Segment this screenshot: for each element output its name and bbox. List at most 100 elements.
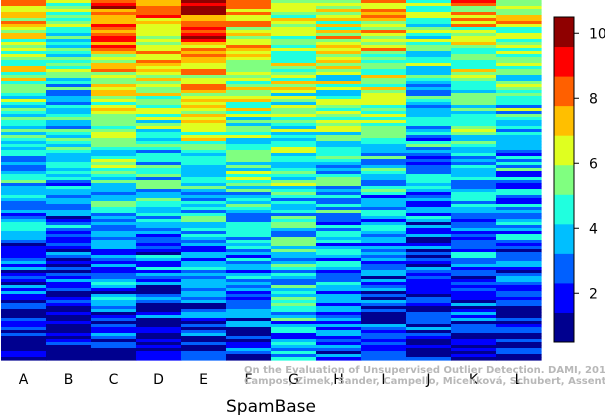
heatmap-cell xyxy=(226,213,272,217)
heatmap-cell xyxy=(361,336,407,340)
heatmap-cell xyxy=(271,30,317,34)
heatmap-cell xyxy=(136,60,182,64)
heatmap-cell xyxy=(496,36,542,40)
heatmap-cell xyxy=(316,21,362,25)
heatmap-cell xyxy=(361,93,407,97)
heatmap-cell xyxy=(46,87,92,91)
heatmap-cell xyxy=(91,279,137,283)
heatmap-cell xyxy=(136,210,182,214)
heatmap-cell xyxy=(406,0,452,4)
heatmap-cell xyxy=(91,135,137,139)
heatmap-cell xyxy=(181,168,227,172)
heatmap-cell xyxy=(181,159,227,163)
heatmap-cell xyxy=(136,204,182,208)
heatmap-cell xyxy=(451,126,497,130)
heatmap-cell xyxy=(316,111,362,115)
heatmap-cell xyxy=(1,219,47,223)
heatmap-cell xyxy=(271,24,317,28)
heatmap-cell xyxy=(361,189,407,193)
heatmap-cell xyxy=(226,114,272,118)
heatmap-cell xyxy=(226,57,272,61)
heatmap-cell xyxy=(316,147,362,151)
heatmap-cell xyxy=(406,198,452,202)
heatmap-cell xyxy=(181,153,227,157)
heatmap-cell xyxy=(91,207,137,211)
heatmap-cell xyxy=(1,243,47,247)
heatmap-cell xyxy=(1,300,47,304)
heatmap-cell xyxy=(406,15,452,19)
heatmap-cell xyxy=(226,183,272,187)
heatmap-cell xyxy=(181,24,227,28)
heatmap-cell xyxy=(91,270,137,274)
heatmap-cell xyxy=(46,120,92,124)
heatmap-cell xyxy=(271,0,317,4)
heatmap-cell xyxy=(136,66,182,70)
heatmap-cell xyxy=(406,63,452,67)
heatmap-cell xyxy=(181,75,227,79)
heatmap-cell xyxy=(271,192,317,196)
heatmap-cell xyxy=(361,327,407,331)
heatmap-cell xyxy=(46,261,92,265)
heatmap-cell xyxy=(46,147,92,151)
heatmap-cell xyxy=(271,114,317,118)
heatmap-cell xyxy=(271,120,317,124)
heatmap-cell xyxy=(46,276,92,280)
heatmap-cell xyxy=(136,24,182,28)
heatmap-cell xyxy=(91,42,137,46)
heatmap-cell xyxy=(91,246,137,250)
heatmap-cell xyxy=(406,102,452,106)
heatmap-cell xyxy=(271,249,317,253)
heatmap-cell xyxy=(91,24,137,28)
heatmap-cell xyxy=(451,114,497,118)
heatmap-cell xyxy=(1,204,47,208)
heatmap-cell xyxy=(46,78,92,82)
heatmap-cell xyxy=(1,3,47,7)
heatmap-cell xyxy=(136,27,182,31)
heatmap-cell xyxy=(136,258,182,262)
heatmap-cell xyxy=(46,168,92,172)
heatmap-cell xyxy=(181,258,227,262)
heatmap-cell xyxy=(226,48,272,52)
heatmap-cell xyxy=(361,36,407,40)
heatmap-cell xyxy=(316,48,362,52)
heatmap-cell xyxy=(316,135,362,139)
heatmap-cell xyxy=(316,54,362,58)
heatmap-cell xyxy=(181,174,227,178)
heatmap-cell xyxy=(406,270,452,274)
heatmap-cell xyxy=(406,150,452,154)
heatmap-cell xyxy=(46,48,92,52)
heatmap-cell xyxy=(1,69,47,73)
colorbar-tick-labels: 2 4 6 8 10 xyxy=(574,26,605,302)
heatmap-cell xyxy=(316,276,362,280)
heatmap-cell xyxy=(91,111,137,115)
heatmap-cell xyxy=(496,96,542,100)
heatmap-cell xyxy=(451,213,497,217)
heatmap-cell xyxy=(46,186,92,190)
heatmap-cell xyxy=(316,57,362,61)
heatmap-cell xyxy=(496,129,542,133)
heatmap-cell xyxy=(451,3,497,7)
heatmap-cell xyxy=(316,180,362,184)
heatmap-cell xyxy=(451,354,497,358)
heatmap-cell xyxy=(1,225,47,229)
heatmap-cell xyxy=(181,336,227,340)
heatmap-cell xyxy=(451,27,497,31)
heatmap-cell xyxy=(136,180,182,184)
heatmap-cell xyxy=(181,252,227,256)
heatmap-cell xyxy=(406,78,452,82)
heatmap-cell xyxy=(181,342,227,346)
heatmap-cell xyxy=(181,321,227,325)
heatmap-cell xyxy=(406,159,452,163)
colorbar xyxy=(553,16,575,343)
heatmap-cell xyxy=(361,108,407,112)
heatmap-cell xyxy=(406,207,452,211)
heatmap-cell xyxy=(1,75,47,79)
heatmap-cell xyxy=(496,348,542,352)
heatmap-cell xyxy=(451,141,497,145)
heatmap-cell xyxy=(496,234,542,238)
heatmap-cell xyxy=(1,327,47,331)
heatmap-cell xyxy=(91,171,137,175)
heatmap-cell xyxy=(451,240,497,244)
heatmap-cell xyxy=(91,267,137,271)
heatmap-cell xyxy=(406,186,452,190)
